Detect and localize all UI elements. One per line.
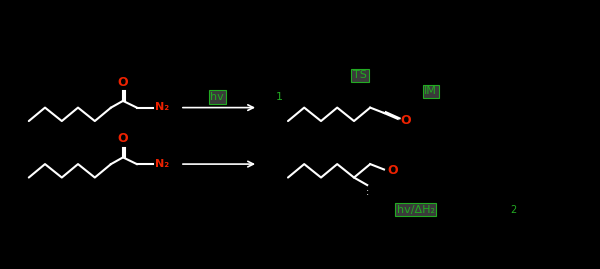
Text: O: O: [118, 132, 128, 145]
Text: TS: TS: [353, 70, 367, 80]
Text: O: O: [401, 114, 412, 127]
Text: O: O: [387, 164, 398, 177]
Text: 2: 2: [510, 205, 516, 215]
Text: N₂: N₂: [155, 158, 169, 169]
Text: :: :: [365, 187, 369, 197]
Text: IM: IM: [424, 86, 437, 97]
Text: hv: hv: [211, 92, 224, 102]
Text: O: O: [118, 76, 128, 89]
Text: N₂: N₂: [155, 102, 169, 112]
Text: hv/ΔH₂: hv/ΔH₂: [397, 205, 435, 215]
Text: 1: 1: [275, 92, 283, 102]
